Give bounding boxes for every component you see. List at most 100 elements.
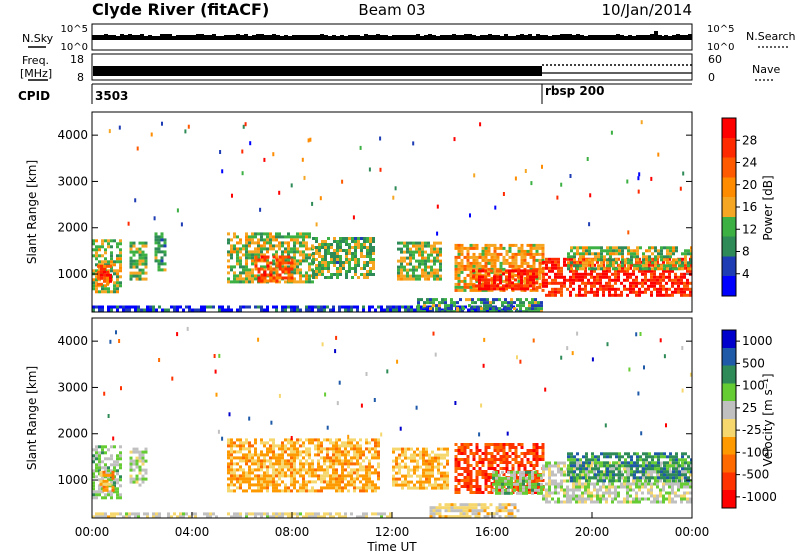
velocity-cell	[600, 479, 603, 483]
power-cell	[315, 264, 318, 267]
power-cell	[257, 279, 261, 283]
velocity-cell	[501, 491, 504, 495]
power-cell	[426, 298, 429, 302]
power-cell	[421, 268, 424, 272]
power-cell	[650, 269, 653, 273]
power-cell	[535, 272, 538, 276]
velocity-cell	[347, 465, 350, 469]
power-cell	[95, 287, 98, 291]
velocity-cell	[454, 485, 458, 488]
power-cell	[531, 307, 534, 311]
power-cell	[109, 264, 112, 268]
power-cell	[529, 284, 532, 288]
velocity-cell	[563, 470, 566, 474]
velocity-cell	[308, 447, 311, 451]
nsky-bar	[456, 35, 460, 40]
power-cell	[484, 255, 488, 259]
power-cell	[659, 287, 662, 291]
velocity-cell	[362, 474, 365, 478]
power-cell	[523, 287, 526, 291]
velocity-cell	[443, 465, 446, 469]
velocity-cell	[341, 459, 344, 463]
power-cell	[372, 252, 375, 255]
power-cell	[357, 240, 360, 243]
velocity-cell	[495, 479, 498, 483]
power-cell	[95, 248, 98, 252]
power-cell	[630, 249, 633, 253]
power-cell	[466, 255, 470, 259]
velocity-cell	[584, 482, 587, 486]
velocity-cell	[275, 489, 278, 493]
velocity-cell	[362, 483, 365, 487]
power-cell	[620, 281, 623, 285]
power-cell	[590, 284, 593, 288]
power-cell	[671, 290, 674, 294]
power-cell	[681, 267, 684, 271]
power-cell	[236, 247, 239, 251]
nsky-bar	[124, 35, 128, 40]
power-cell	[575, 293, 578, 297]
power-cell	[116, 257, 119, 261]
power-cell	[487, 246, 491, 250]
velocity-cell	[534, 485, 537, 489]
nsky-bar	[548, 36, 552, 40]
velocity-cell	[272, 474, 275, 478]
power-cell	[106, 282, 109, 286]
velocity-cell	[344, 483, 347, 487]
velocity-cell	[305, 471, 308, 475]
velocity-cell	[567, 473, 570, 477]
power-cell	[275, 261, 279, 265]
power-cell	[98, 248, 101, 252]
velocity-cell	[92, 493, 95, 497]
power-cell	[284, 250, 287, 254]
power-cell	[412, 271, 415, 275]
power-cell	[118, 125, 121, 130]
power-cell	[160, 235, 164, 239]
power-cell	[272, 255, 276, 259]
power-cell	[542, 284, 545, 288]
velocity-cell	[472, 479, 476, 482]
power-cell	[97, 282, 100, 286]
velocity-cell	[538, 458, 542, 461]
velocity-cell	[463, 482, 467, 485]
velocity-cell	[308, 438, 311, 442]
velocity-cell	[332, 447, 335, 451]
power-cell	[433, 271, 436, 275]
velocity-cell	[501, 470, 504, 474]
power-cell	[415, 274, 418, 278]
velocity-cell	[457, 491, 461, 494]
power-cell	[585, 246, 588, 250]
velocity-cell	[233, 489, 236, 493]
power-cell	[293, 250, 296, 254]
velocity-cell	[504, 491, 507, 495]
velocity-cell	[365, 456, 368, 460]
power-cell	[245, 241, 248, 245]
power-cell	[686, 287, 689, 291]
velocity-cell	[508, 446, 512, 449]
velocity-cell	[98, 457, 101, 461]
velocity-cell	[230, 471, 233, 475]
power-cell	[412, 274, 415, 278]
velocity-cell	[680, 476, 683, 480]
power-cell	[532, 275, 535, 279]
power-cell	[535, 246, 539, 250]
power-cell	[609, 255, 612, 259]
velocity-cell	[584, 491, 587, 495]
power-cell	[508, 249, 512, 253]
power-cell	[621, 258, 624, 262]
velocity-cell	[356, 477, 359, 481]
power-cell	[392, 308, 395, 312]
velocity-cell	[230, 480, 233, 484]
velocity-cell	[141, 462, 145, 466]
power-cell	[401, 305, 404, 309]
power-cell	[330, 255, 333, 258]
velocity-cell	[582, 461, 585, 465]
velocity-cell	[269, 477, 272, 481]
power-cell	[675, 258, 678, 262]
power-cell	[239, 277, 242, 281]
velocity-cell	[329, 438, 332, 442]
velocity-cell	[284, 450, 287, 454]
velocity-cell	[422, 450, 425, 454]
power-cell	[315, 270, 318, 273]
power-cell	[254, 264, 258, 268]
